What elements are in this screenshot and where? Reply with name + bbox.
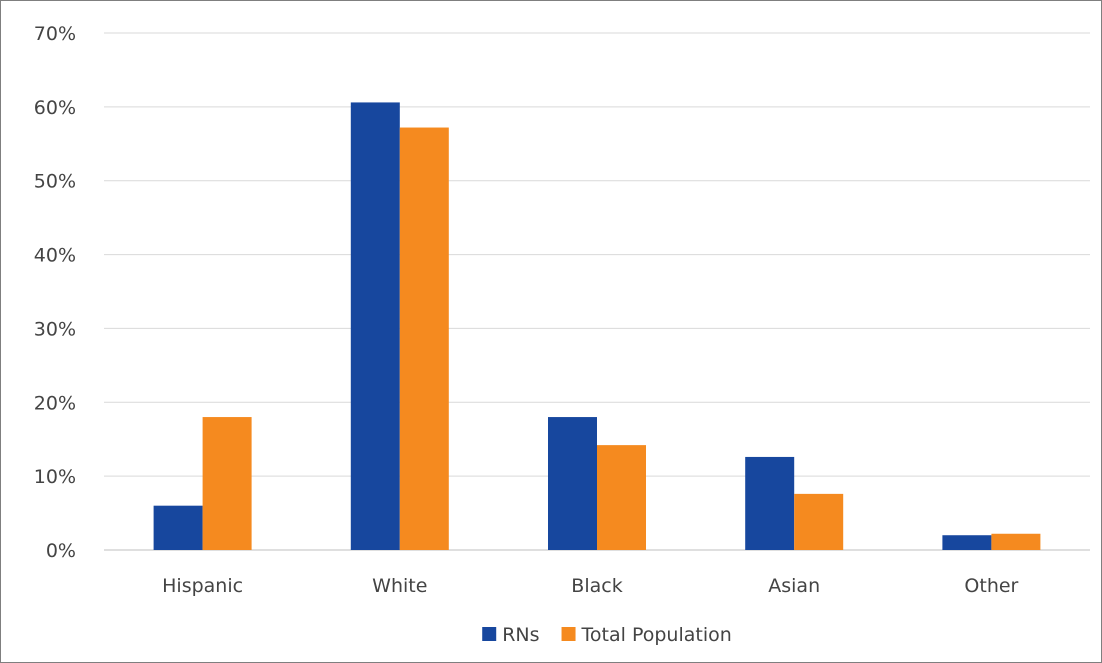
bar-hispanic-total-population — [202, 417, 252, 550]
bar-white-total-population — [399, 127, 449, 550]
y-tick-label: 60% — [34, 97, 76, 119]
y-tick-label: 10% — [34, 466, 76, 488]
bar-black-rns — [548, 417, 597, 550]
x-tick-label: Black — [571, 575, 622, 597]
x-tick-label: Other — [964, 575, 1018, 597]
bar-asian-total-population — [794, 493, 844, 550]
gridlines — [104, 32, 1090, 551]
bar-hispanic-rns — [153, 505, 203, 550]
legend-label: RNs — [502, 624, 539, 646]
bar-other-total-population — [991, 533, 1041, 550]
bars — [153, 102, 1041, 550]
y-tick-label: 50% — [34, 171, 76, 193]
bar-other-rns — [942, 535, 992, 550]
legend-swatch — [561, 627, 576, 641]
legend: RNs Total Population — [482, 624, 732, 646]
x-tick-label: White — [372, 575, 427, 597]
y-tick-label: 40% — [34, 245, 76, 267]
y-tick-label: 20% — [34, 392, 76, 414]
x-axis-tick-labels: Hispanic White Black Asian Other — [162, 575, 1018, 597]
y-axis-tick-labels: 0% 10% 20% 30% 40% 50% 60% 70% — [34, 23, 76, 562]
legend-label: Total Population — [581, 624, 732, 646]
bar-black-total-population — [597, 445, 646, 550]
legend-swatch — [482, 627, 497, 641]
x-tick-label: Asian — [768, 575, 820, 597]
x-tick-label: Hispanic — [162, 575, 243, 597]
bar-white-rns — [350, 102, 400, 550]
y-tick-label: 70% — [34, 23, 76, 45]
bar-asian-rns — [745, 456, 795, 550]
y-tick-label: 30% — [34, 318, 76, 340]
y-tick-label: 0% — [46, 540, 76, 562]
